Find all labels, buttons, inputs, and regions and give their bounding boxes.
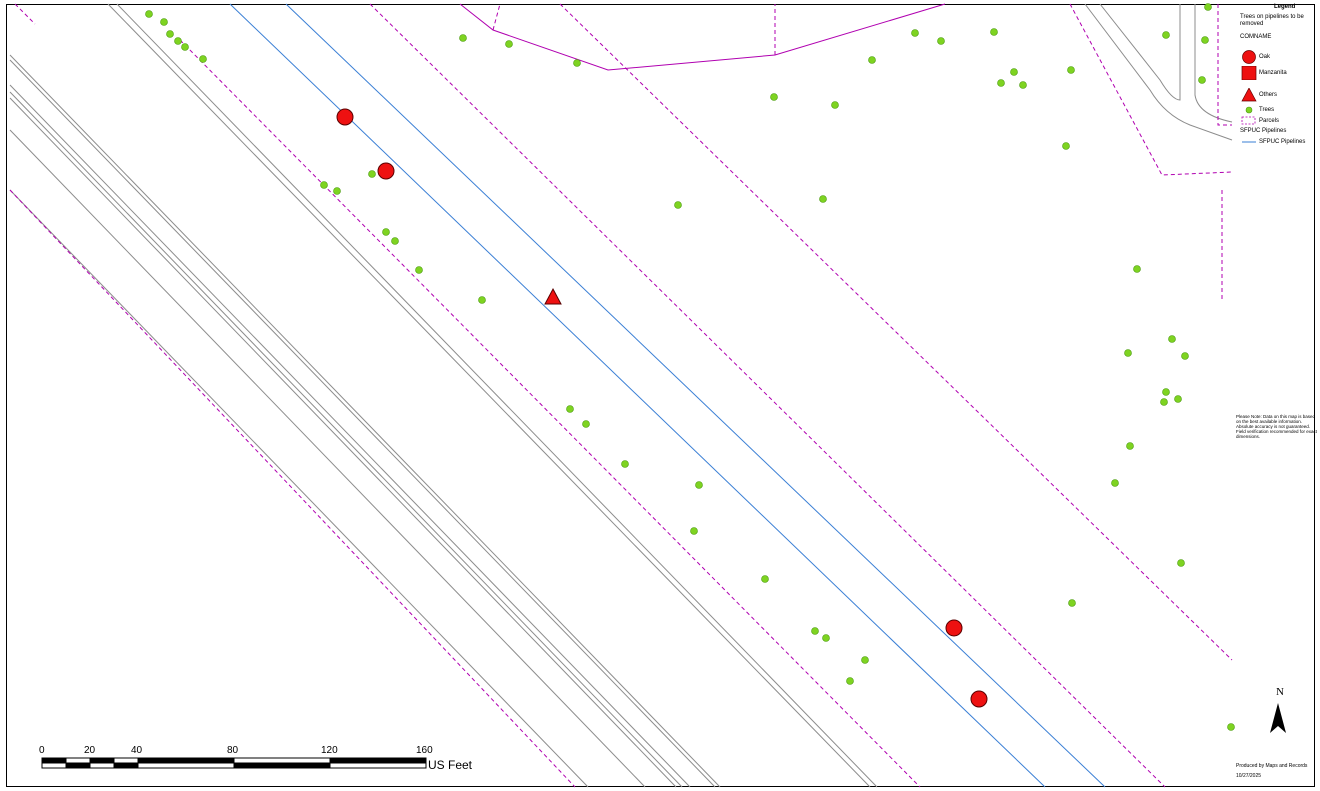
legend-title: Legend [1274, 4, 1296, 10]
tree-point [846, 677, 854, 685]
tree-point [1204, 3, 1212, 11]
tree-point [505, 40, 513, 48]
oak-removal-point [945, 619, 963, 637]
tree-point [391, 237, 399, 245]
tree-point [1168, 335, 1176, 343]
oak-removal-point [377, 162, 395, 180]
tree-point [695, 481, 703, 489]
scale-label-120: 120 [321, 745, 338, 756]
tree-point [861, 656, 869, 664]
tree-point [1198, 76, 1206, 84]
oak-removal-point [336, 108, 354, 126]
tree-point [1160, 398, 1168, 406]
tree-point [1126, 442, 1134, 450]
tree-point [822, 634, 830, 642]
manzanita-symbol-icon [1240, 65, 1258, 81]
scale-label-40: 40 [131, 745, 143, 756]
tree-point [166, 30, 174, 38]
others-symbol-icon [1240, 87, 1258, 102]
tree-points [145, 3, 1235, 731]
tree-point [368, 170, 376, 178]
tree-point [831, 101, 839, 109]
legend-item-oak: Oak [1240, 50, 1270, 64]
tree-point [1010, 68, 1018, 76]
legend-item-others: Others [1240, 87, 1277, 102]
tree-point [990, 28, 998, 36]
map-frame [6, 4, 1315, 787]
tree-point [770, 93, 778, 101]
tree-point [690, 527, 698, 535]
road-lines [9, 3, 1233, 788]
tree-point [320, 181, 328, 189]
legend-item-trees: Trees [1240, 103, 1274, 117]
tree-point [459, 34, 467, 42]
tree-point [333, 187, 341, 195]
tree-point [1174, 395, 1182, 403]
oak-symbol-icon [1240, 50, 1258, 64]
tree-point [911, 29, 919, 37]
tree-point [1177, 559, 1185, 567]
tree-point [1133, 265, 1141, 273]
tree-point [868, 56, 876, 64]
tree-point [1062, 142, 1070, 150]
scale-label-160: 160 [416, 745, 433, 756]
tree-point [621, 460, 629, 468]
parcel-symbol-icon [1240, 114, 1258, 128]
removal-points [336, 108, 988, 708]
scale-label-80: 80 [227, 745, 239, 756]
tree-symbol-icon [1240, 103, 1258, 117]
produced-by: Produced by Maps and Records [1236, 763, 1308, 769]
tree-point [1201, 36, 1209, 44]
tree-point [1227, 723, 1235, 731]
legend-field: COMNAME [1240, 34, 1272, 40]
tree-point [1162, 388, 1170, 396]
pipeline-symbol-icon [1240, 135, 1258, 149]
tree-point [573, 59, 581, 67]
tree-point [415, 266, 423, 274]
tree-point [1111, 479, 1119, 487]
legend-heading: Trees on pipelines to be removed [1240, 14, 1304, 27]
tree-point [566, 405, 574, 413]
tree-point [1019, 81, 1027, 89]
tree-point [937, 37, 945, 45]
legend-item-manzanita: Manzanita [1240, 65, 1287, 81]
tree-point [1181, 352, 1189, 360]
scale-bar [41, 757, 427, 769]
pipeline-lines [229, 3, 1106, 788]
legend-item-pipelines: SFPUC Pipelines [1240, 135, 1305, 149]
other-removal-point [544, 287, 562, 305]
scale-label-0: 0 [39, 745, 45, 756]
tree-point [199, 55, 207, 63]
tree-point [181, 43, 189, 51]
tree-point [478, 296, 486, 304]
tree-point [997, 79, 1005, 87]
tree-point [1067, 66, 1075, 74]
tree-point [819, 195, 827, 203]
legend-item-parcels: Parcels [1240, 114, 1279, 128]
tree-point [674, 201, 682, 209]
tree-point [1124, 349, 1132, 357]
scale-unit: US Feet [428, 758, 473, 772]
tree-point [174, 37, 182, 45]
tree-point [382, 228, 390, 236]
tree-point [160, 18, 168, 26]
tree-point [811, 627, 819, 635]
scale-label-20: 20 [84, 745, 96, 756]
legend-item-pipelines-heading: SFPUC Pipelines [1240, 128, 1287, 134]
parcel-lines [9, 3, 1233, 788]
map-date: 10/27/2025 [1236, 773, 1262, 779]
north-arrow-icon [1270, 703, 1286, 733]
oak-removal-point [970, 690, 988, 708]
map-note: Please Note: Data on this map is based o… [1236, 414, 1318, 439]
tree-point [761, 575, 769, 583]
tree-point [582, 420, 590, 428]
tree-point [1068, 599, 1076, 607]
tree-point [145, 10, 153, 18]
tree-point [1162, 31, 1170, 39]
north-label: N [1276, 686, 1284, 698]
